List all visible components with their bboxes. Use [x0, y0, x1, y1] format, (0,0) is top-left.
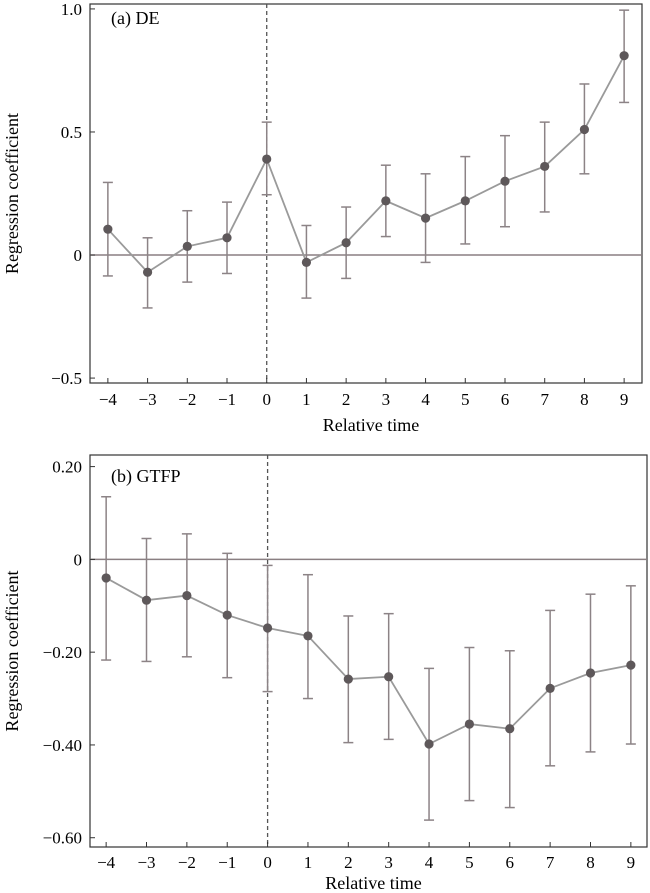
data-point — [381, 196, 391, 206]
x-tick-label: 6 — [501, 390, 510, 409]
data-point — [343, 674, 353, 684]
plot-frame — [89, 454, 648, 848]
data-point — [182, 590, 192, 601]
x-tick-label: 9 — [620, 390, 629, 409]
data-point — [262, 154, 272, 164]
y-tick-label: −0.5 — [51, 369, 82, 388]
series-line — [105, 577, 632, 746]
x-tick-label: −1 — [218, 853, 236, 872]
y-axis-title: Regression coefficient — [2, 570, 22, 731]
x-tick-label: 2 — [342, 390, 351, 409]
panel-gtfp: 0.20 0 −0.20 −0.40 −0.60 −4 −3 −2 −1 0 1 2 3 4 5 6 7 8 9 Re… — [2, 454, 648, 893]
plot-frame — [89, 3, 643, 384]
y-tick-label: −0.20 — [43, 643, 82, 662]
x-tick-label: −3 — [139, 390, 157, 409]
x-tick-label: 7 — [546, 853, 555, 872]
data-point — [579, 124, 590, 135]
x-tick-label: 3 — [382, 390, 391, 409]
x-tick-label: 1 — [302, 390, 311, 409]
data-point — [262, 623, 273, 633]
y-tick-label: 0.20 — [52, 458, 82, 477]
x-axis-title: Relative time — [323, 415, 419, 435]
x-tick-label: −2 — [178, 853, 196, 872]
x-tick-label: 2 — [344, 853, 353, 872]
data-point — [222, 233, 232, 243]
x-axis-title: Relative time — [325, 873, 421, 893]
x-tick-label: 8 — [580, 390, 589, 409]
y-tick-label: 0.5 — [61, 123, 82, 142]
x-tick-label: 1 — [304, 853, 313, 872]
x-tick-label: 7 — [540, 390, 549, 409]
data-point — [585, 668, 596, 678]
y-tick-label: 0 — [74, 550, 83, 569]
data-point — [142, 267, 153, 277]
data-point — [500, 176, 510, 186]
x-tick-label: 4 — [425, 853, 434, 872]
data-point — [505, 724, 515, 734]
data-point — [222, 610, 232, 620]
x-tick-label: 9 — [627, 853, 636, 872]
x-tick-label: 0 — [263, 853, 272, 872]
y-tick-label: −0.40 — [43, 736, 82, 755]
series-line — [107, 55, 625, 274]
data-point — [424, 739, 434, 749]
data-point — [384, 672, 394, 682]
x-tick-label: 6 — [506, 853, 515, 872]
data-point — [303, 631, 313, 641]
x-tick-label: 8 — [586, 853, 595, 872]
data-point — [420, 213, 431, 223]
data-point — [626, 660, 636, 670]
x-tick-label: 3 — [384, 853, 393, 872]
y-tick-label: −0.60 — [43, 829, 82, 848]
data-point — [341, 238, 351, 248]
x-tick-label: −1 — [218, 390, 236, 409]
data-point — [103, 224, 113, 234]
y-tick-label: 1.0 — [61, 0, 82, 19]
x-tick-label: 0 — [262, 390, 271, 409]
data-point — [301, 257, 312, 268]
x-tick-label: 4 — [421, 390, 430, 409]
data-point — [540, 161, 550, 172]
x-tick-label: −4 — [99, 390, 118, 409]
x-tick-label: 5 — [461, 390, 470, 409]
data-point — [101, 573, 111, 583]
y-axis-title: Regression coefficient — [2, 113, 22, 274]
data-point — [141, 595, 152, 605]
x-tick-label: −4 — [97, 853, 116, 872]
data-point — [464, 719, 475, 729]
x-tick-label: −3 — [137, 853, 155, 872]
panel-de: 1.0 0.5 0 −0.5 −4 −3 −2 −1 0 1 2 3 4 5 6 7 8 9 Relative ti… — [2, 0, 643, 435]
data-point — [182, 241, 192, 252]
data-point — [545, 683, 555, 693]
panel-label: (b) GTFP — [111, 466, 181, 487]
x-tick-label: −2 — [178, 390, 196, 409]
y-tick-label: 0 — [74, 246, 83, 265]
panel-label: (a) DE — [111, 8, 159, 29]
data-point — [460, 196, 470, 206]
x-tick-label: 5 — [465, 853, 474, 872]
data-point — [619, 51, 629, 61]
